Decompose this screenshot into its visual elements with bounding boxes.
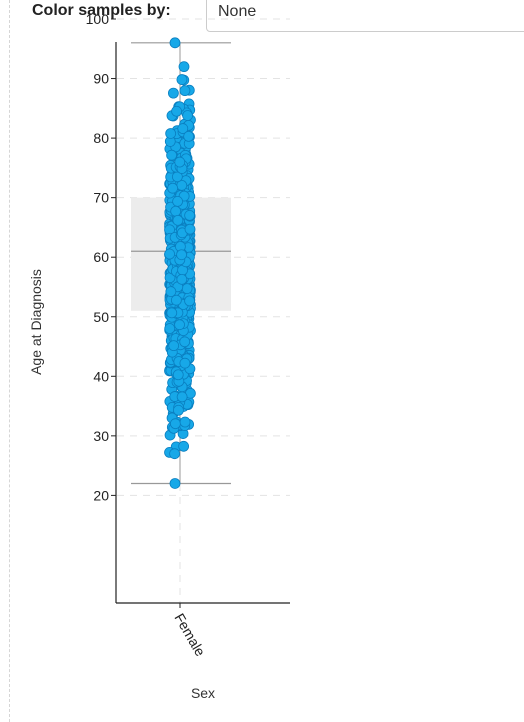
data-point (170, 205, 182, 217)
data-point (178, 440, 190, 452)
color-samples-selected-value: None (218, 3, 257, 20)
data-point (167, 182, 179, 194)
points-layer (164, 37, 196, 489)
y-tick-label: 50 (93, 309, 109, 325)
data-point (166, 149, 178, 161)
y-tick-label: 100 (86, 11, 110, 27)
outlier-point (178, 61, 190, 73)
data-point (181, 283, 193, 294)
y-tick-label: 80 (93, 130, 109, 146)
data-point (171, 105, 182, 117)
data-point (179, 336, 191, 348)
data-point (176, 273, 188, 285)
data-point (177, 123, 189, 134)
data-point (176, 391, 188, 403)
outlier-point (169, 478, 181, 489)
color-samples-label: Color samples by: (32, 2, 171, 19)
data-point (174, 319, 185, 331)
y-tick-label: 70 (93, 190, 109, 206)
y-axis-label: Age at Diagnosis (28, 269, 44, 375)
data-point (170, 418, 181, 430)
panel-divider (9, 0, 10, 722)
y-tick-label: 60 (93, 249, 109, 265)
grid-layer (117, 18, 290, 603)
data-point (176, 249, 187, 261)
color-samples-select[interactable]: None (206, 0, 524, 32)
data-point (174, 156, 186, 168)
data-point (182, 110, 194, 121)
y-tick-label: 20 (93, 487, 109, 503)
data-point (184, 223, 196, 235)
data-point (184, 209, 196, 221)
data-point (164, 323, 176, 334)
data-point (164, 248, 176, 260)
data-point (183, 130, 195, 142)
data-point (176, 74, 188, 85)
data-point (167, 87, 179, 99)
data-point (166, 307, 178, 319)
data-point (179, 357, 191, 369)
data-point (169, 448, 181, 460)
data-point (172, 214, 184, 226)
data-point (165, 128, 177, 139)
data-point (179, 85, 191, 97)
data-point (172, 195, 183, 207)
data-point (184, 295, 195, 307)
data-point (179, 416, 191, 428)
y-tick-label: 40 (93, 368, 109, 384)
data-point (172, 369, 184, 381)
color-toolbar: Color samples by: None (0, 0, 524, 36)
y-tick-label: 90 (93, 71, 109, 87)
data-point (168, 340, 180, 352)
data-point (173, 404, 184, 416)
data-point (165, 286, 177, 297)
y-tick-label: 30 (93, 428, 109, 444)
outlier-point (169, 37, 181, 49)
data-point (170, 294, 182, 306)
x-tick-label: Female (171, 611, 208, 660)
x-axis-label: Sex (191, 685, 215, 701)
